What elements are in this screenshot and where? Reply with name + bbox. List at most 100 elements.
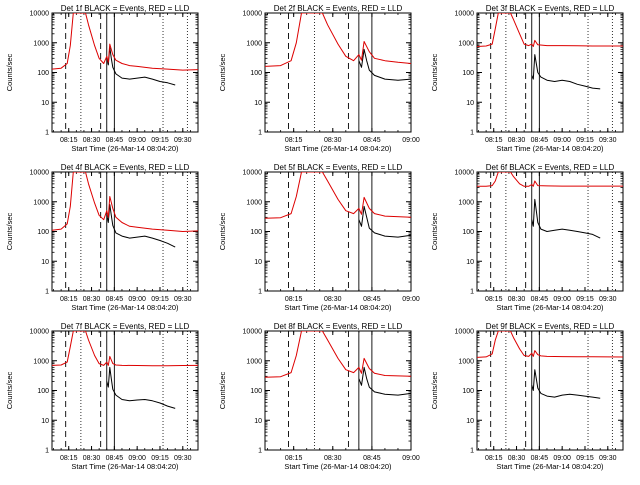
plot-area (477, 331, 623, 450)
x-tick-label: 08:45 (106, 137, 124, 144)
panel-5: 1 10 100 1000 10000 08:15 08:30 08:45 09:00 Det 5… (218, 163, 420, 312)
x-tick-label: 08:45 (106, 455, 124, 462)
x-tick-label: 08:15 (485, 296, 503, 303)
events-series-line (358, 48, 411, 81)
panel-title: Det 6f BLACK = Events, RED = LLD (486, 163, 615, 172)
y-tick-label: 10000 (455, 170, 475, 177)
y-tick-label: 100 (462, 70, 474, 77)
lld-series-line (477, 172, 623, 187)
panel-title: Det 1f BLACK = Events, RED = LLD (61, 4, 190, 13)
panel-title: Det 2f BLACK = Events, RED = LLD (274, 4, 403, 13)
x-tick-label: 08:45 (363, 296, 381, 303)
plot-area (265, 172, 411, 291)
x-tick-label: 08:30 (508, 296, 526, 303)
x-tick-label: 09:00 (402, 296, 420, 303)
y-tick-label: 10000 (243, 11, 263, 18)
events-series-line (106, 204, 176, 248)
y-tick-label: 10000 (243, 329, 263, 336)
axes-frame (51, 171, 199, 292)
y-tick-label: 100 (250, 388, 262, 395)
plot-area (52, 172, 198, 291)
y-tick-label: 10 (41, 259, 49, 266)
axes-frame (264, 12, 412, 133)
plot-area (52, 331, 198, 450)
y-tick-label: 100 (462, 229, 474, 236)
x-tick-label: 08:15 (285, 455, 303, 462)
x-tick-label: 08:15 (60, 296, 78, 303)
y-tick-label: 100 (462, 388, 474, 395)
x-axis-label: Start Time (26-Mar-14 08:04:20) (284, 462, 392, 471)
panel-title: Det 8f BLACK = Events, RED = LLD (274, 322, 403, 331)
x-tick-label: 08:30 (83, 137, 101, 144)
axes-frame (264, 171, 412, 292)
y-tick-label: 1000 (33, 40, 49, 47)
events-series-line (531, 369, 601, 399)
lld-series-line (265, 331, 411, 378)
y-axis-label: Counts/sec (5, 212, 14, 250)
events-series-line (106, 46, 176, 86)
events-series-line (358, 366, 411, 396)
x-tick-label: 08:45 (106, 296, 124, 303)
y-tick-label: 1 (470, 448, 474, 455)
x-tick-label: 09:00 (128, 137, 146, 144)
x-axis-label: Start Time (26-Mar-14 08:04:20) (496, 303, 604, 312)
y-tick-label: 10 (466, 259, 474, 266)
x-tick-label: 09:00 (402, 137, 420, 144)
x-tick-label: 08:15 (60, 455, 78, 462)
y-tick-label: 1000 (246, 358, 262, 365)
x-axis-label: Start Time (26-Mar-14 08:04:20) (284, 303, 392, 312)
x-tick-label: 08:15 (60, 137, 78, 144)
y-tick-label: 1 (45, 448, 49, 455)
x-tick-label: 08:15 (485, 137, 503, 144)
y-tick-label: 10000 (455, 329, 475, 336)
x-axis-label: Start Time (26-Mar-14 08:04:20) (71, 462, 179, 471)
y-tick-label: 10000 (30, 329, 50, 336)
x-axis-label: Start Time (26-Mar-14 08:04:20) (496, 462, 604, 471)
plot-area (265, 331, 411, 450)
x-tick-label: 08:45 (531, 137, 549, 144)
panel-title: Det 4f BLACK = Events, RED = LLD (61, 163, 190, 172)
events-series-line (531, 198, 601, 239)
axes-frame (51, 12, 199, 133)
x-tick-label: 08:45 (363, 455, 381, 462)
lld-series-line (477, 331, 623, 358)
y-tick-label: 10000 (30, 170, 50, 177)
panel-1: 1 10 100 1000 10000 08:15 08:30 08:45 09:00 09:15… (5, 4, 199, 153)
x-tick-label: 09:00 (553, 137, 571, 144)
axes-frame (264, 330, 412, 451)
y-tick-label: 1 (470, 130, 474, 137)
x-axis-label: Start Time (26-Mar-14 08:04:20) (71, 303, 179, 312)
y-tick-label: 1000 (33, 199, 49, 206)
x-tick-label: 09:15 (576, 137, 594, 144)
lld-series-line (265, 13, 411, 67)
y-axis-label: Counts/sec (430, 53, 439, 91)
y-tick-label: 1000 (246, 199, 262, 206)
x-tick-label: 08:30 (324, 137, 342, 144)
x-tick-label: 09:00 (128, 455, 146, 462)
lld-series-line (265, 172, 411, 219)
y-tick-label: 1 (258, 448, 262, 455)
y-tick-label: 1000 (458, 199, 474, 206)
axes-frame (51, 330, 199, 451)
y-tick-label: 1000 (458, 40, 474, 47)
lld-series-line (52, 172, 198, 232)
y-tick-label: 100 (250, 70, 262, 77)
x-tick-label: 08:15 (285, 137, 303, 144)
x-tick-label: 08:15 (485, 455, 503, 462)
y-tick-label: 10 (254, 100, 262, 107)
y-tick-label: 1 (258, 289, 262, 296)
plot-area (477, 13, 623, 132)
panel-title: Det 3f BLACK = Events, RED = LLD (486, 4, 615, 13)
panel-8: 1 10 100 1000 10000 08:15 08:30 08:45 09:00 Det 8… (218, 322, 420, 471)
y-tick-label: 1000 (246, 40, 262, 47)
x-tick-label: 09:30 (174, 137, 192, 144)
plot-area (52, 13, 198, 132)
x-tick-label: 09:30 (599, 455, 617, 462)
x-tick-label: 09:15 (151, 296, 169, 303)
x-tick-label: 08:30 (83, 296, 101, 303)
x-tick-label: 08:30 (83, 455, 101, 462)
x-axis-label: Start Time (26-Mar-14 08:04:20) (496, 144, 604, 153)
y-tick-label: 100 (250, 229, 262, 236)
x-tick-label: 09:00 (402, 455, 420, 462)
